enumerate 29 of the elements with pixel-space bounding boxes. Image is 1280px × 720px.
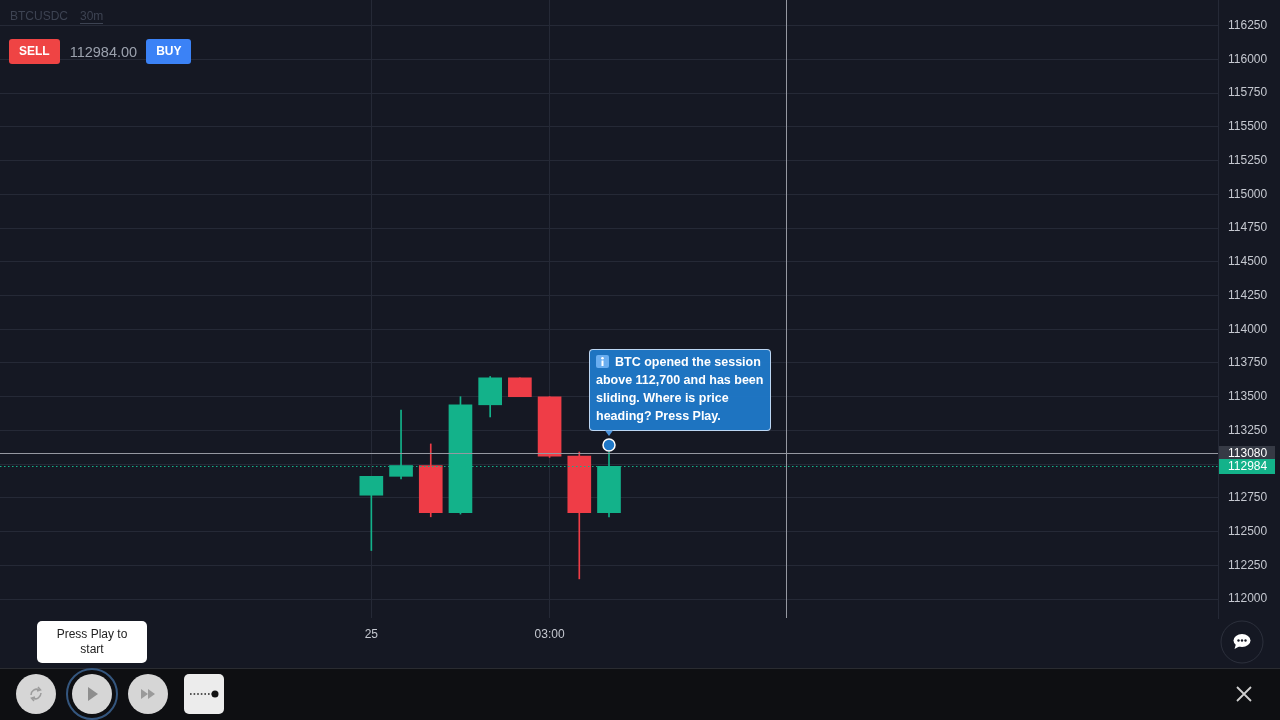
tooltip-bubble: Press Play to start xyxy=(37,621,147,663)
annotation: 112984.00 xyxy=(68,43,138,60)
callout-box: BTC opened the session above 112,700 and has been sliding. Where is price heading? Press Play. xyxy=(589,349,771,431)
y-tick-label: 112750 xyxy=(1228,490,1268,505)
y-tick-label: 112250 xyxy=(1228,557,1268,572)
x-tick-label: 03:00 xyxy=(534,626,565,641)
y-tick-label: 114000 xyxy=(1228,321,1268,336)
y-tick-label: 112000 xyxy=(1228,591,1268,606)
y-tick-label: 116250 xyxy=(1228,17,1268,32)
annotation: BUY xyxy=(156,44,182,58)
y-tick-label: 112500 xyxy=(1228,523,1268,538)
y-tick-label: 115500 xyxy=(1228,119,1268,134)
annotation: SELL xyxy=(19,44,50,58)
sell-button: SELL xyxy=(9,39,60,64)
x-tick-label: 25 xyxy=(364,626,379,641)
y-tick-label: 116000 xyxy=(1228,51,1268,66)
ref-line-label: 112984 xyxy=(1228,458,1268,473)
y-tick-label: 115750 xyxy=(1228,85,1268,100)
annotation: BTC opened the session above 112,700 and has been sliding. Where is price heading? Press Play. xyxy=(596,355,764,424)
y-tick-label: 113250 xyxy=(1228,422,1268,437)
y-tick-label: 115250 xyxy=(1228,152,1268,167)
buy-button: BUY xyxy=(146,39,192,64)
ref-line-label: 113080 xyxy=(1228,445,1268,460)
y-tick-label: 113750 xyxy=(1228,355,1268,370)
y-tick-label: 113500 xyxy=(1228,389,1268,404)
y-tick-label: 114750 xyxy=(1228,220,1268,235)
y-tick-label: 114250 xyxy=(1228,287,1268,302)
y-tick-label: 114500 xyxy=(1228,254,1268,269)
y-tick-label: 115000 xyxy=(1228,186,1268,201)
